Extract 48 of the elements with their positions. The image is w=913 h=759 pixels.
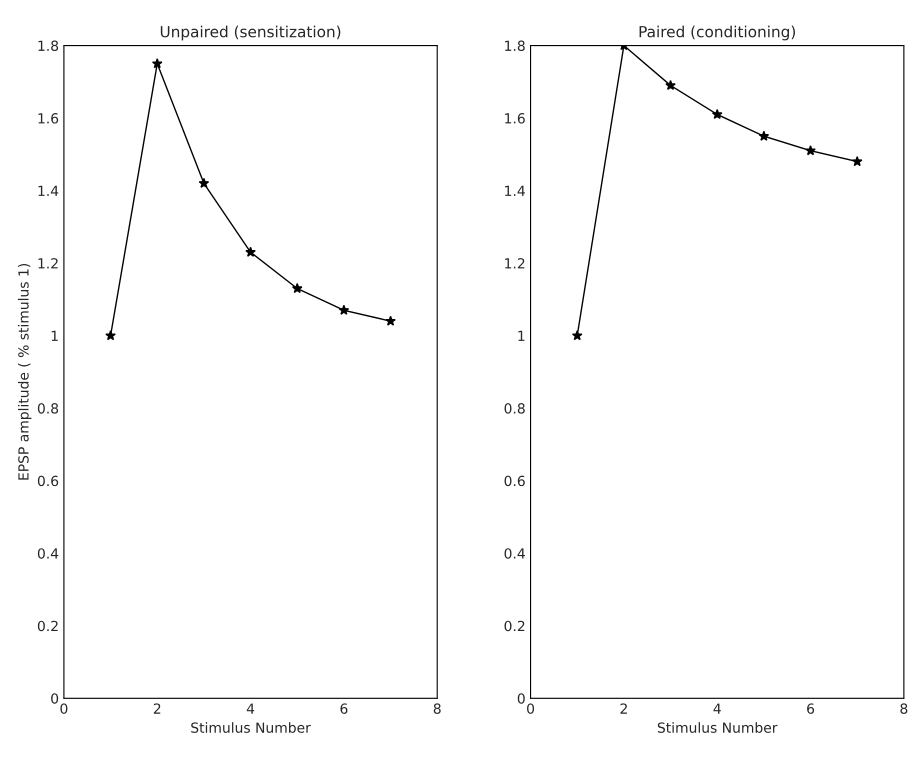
point — [385, 316, 396, 326]
chart-title: Paired (conditioning) — [640, 26, 795, 40]
point — [292, 282, 303, 294]
y-axis-title: EPSP amplitude ( % stimulus 1) — [18, 264, 32, 480]
point — [152, 58, 163, 68]
x-tick-label: 6 — [807, 703, 814, 714]
y-tick-label: 1.2 — [38, 258, 58, 268]
y-tick-label: 1.4 — [505, 186, 525, 196]
x-tick-label: 4 — [713, 704, 721, 714]
x-tick-label: 6 — [340, 703, 348, 714]
point — [712, 108, 723, 120]
x-tick-label: 8 — [900, 703, 908, 714]
y-tick-label: 0 — [51, 693, 58, 704]
point — [758, 130, 770, 141]
y-tick-label: 0.2 — [504, 620, 524, 632]
x-tick-label: 0 — [60, 703, 68, 714]
y-tick-label: 1.4 — [38, 186, 58, 196]
y-tick-label: 0.4 — [38, 548, 58, 559]
x-axis-title: Stimulus Number — [658, 722, 778, 733]
point — [198, 178, 210, 188]
y-tick-label: 0.8 — [504, 403, 525, 414]
x-tick-label: 2 — [154, 703, 160, 714]
y-tick-label: 1.6 — [38, 113, 58, 124]
y-tick-label: 0 — [518, 693, 525, 704]
point — [852, 156, 863, 166]
y-tick-label: 0.4 — [504, 548, 525, 559]
point — [245, 246, 256, 257]
point — [665, 80, 676, 90]
x-tick-label: 8 — [434, 703, 441, 714]
x-tick-label: 2 — [620, 703, 627, 714]
point — [105, 330, 116, 340]
y-tick-label: 0.6 — [504, 476, 525, 486]
y-tick-label: 1 — [518, 330, 524, 341]
y-tick-label: 0.8 — [38, 403, 58, 414]
y-tick-label: 1.8 — [38, 40, 58, 52]
y-tick-label: 1.8 — [505, 40, 525, 52]
y-tick-label: 1 — [52, 330, 58, 341]
x-axis-title: Stimulus Number — [191, 722, 311, 733]
y-tick-label: 0.2 — [38, 620, 58, 632]
y-tick-label: 1.2 — [505, 258, 524, 268]
y-tick-label: 1.6 — [505, 113, 525, 124]
chart-title: Unpaired (sensitization) — [160, 26, 340, 40]
y-tick-label: 0.6 — [38, 476, 58, 486]
point — [805, 145, 816, 156]
point — [338, 304, 350, 315]
point — [572, 330, 583, 340]
x-tick-label: 4 — [246, 704, 254, 714]
x-tick-label: 0 — [527, 703, 534, 714]
